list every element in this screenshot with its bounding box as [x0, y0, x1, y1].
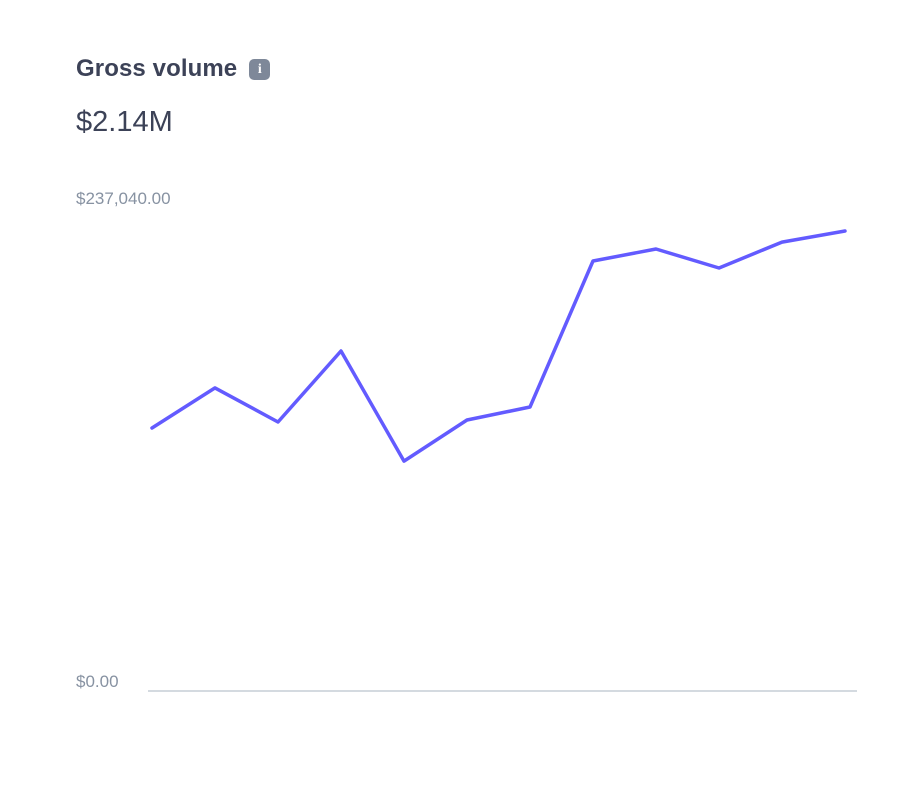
y-axis-min-label: $0.00: [76, 672, 119, 691]
y-axis-max-label: $237,040.00: [76, 189, 171, 208]
gross-volume-total: $2.14M: [76, 106, 173, 138]
card-header: Gross volume i: [76, 55, 271, 83]
gross-volume-line: [150, 229, 847, 463]
x-axis-baseline: [148, 690, 857, 692]
line-chart: [150, 229, 847, 463]
info-icon[interactable]: i: [249, 59, 271, 80]
chart-title: Gross volume: [76, 55, 238, 82]
